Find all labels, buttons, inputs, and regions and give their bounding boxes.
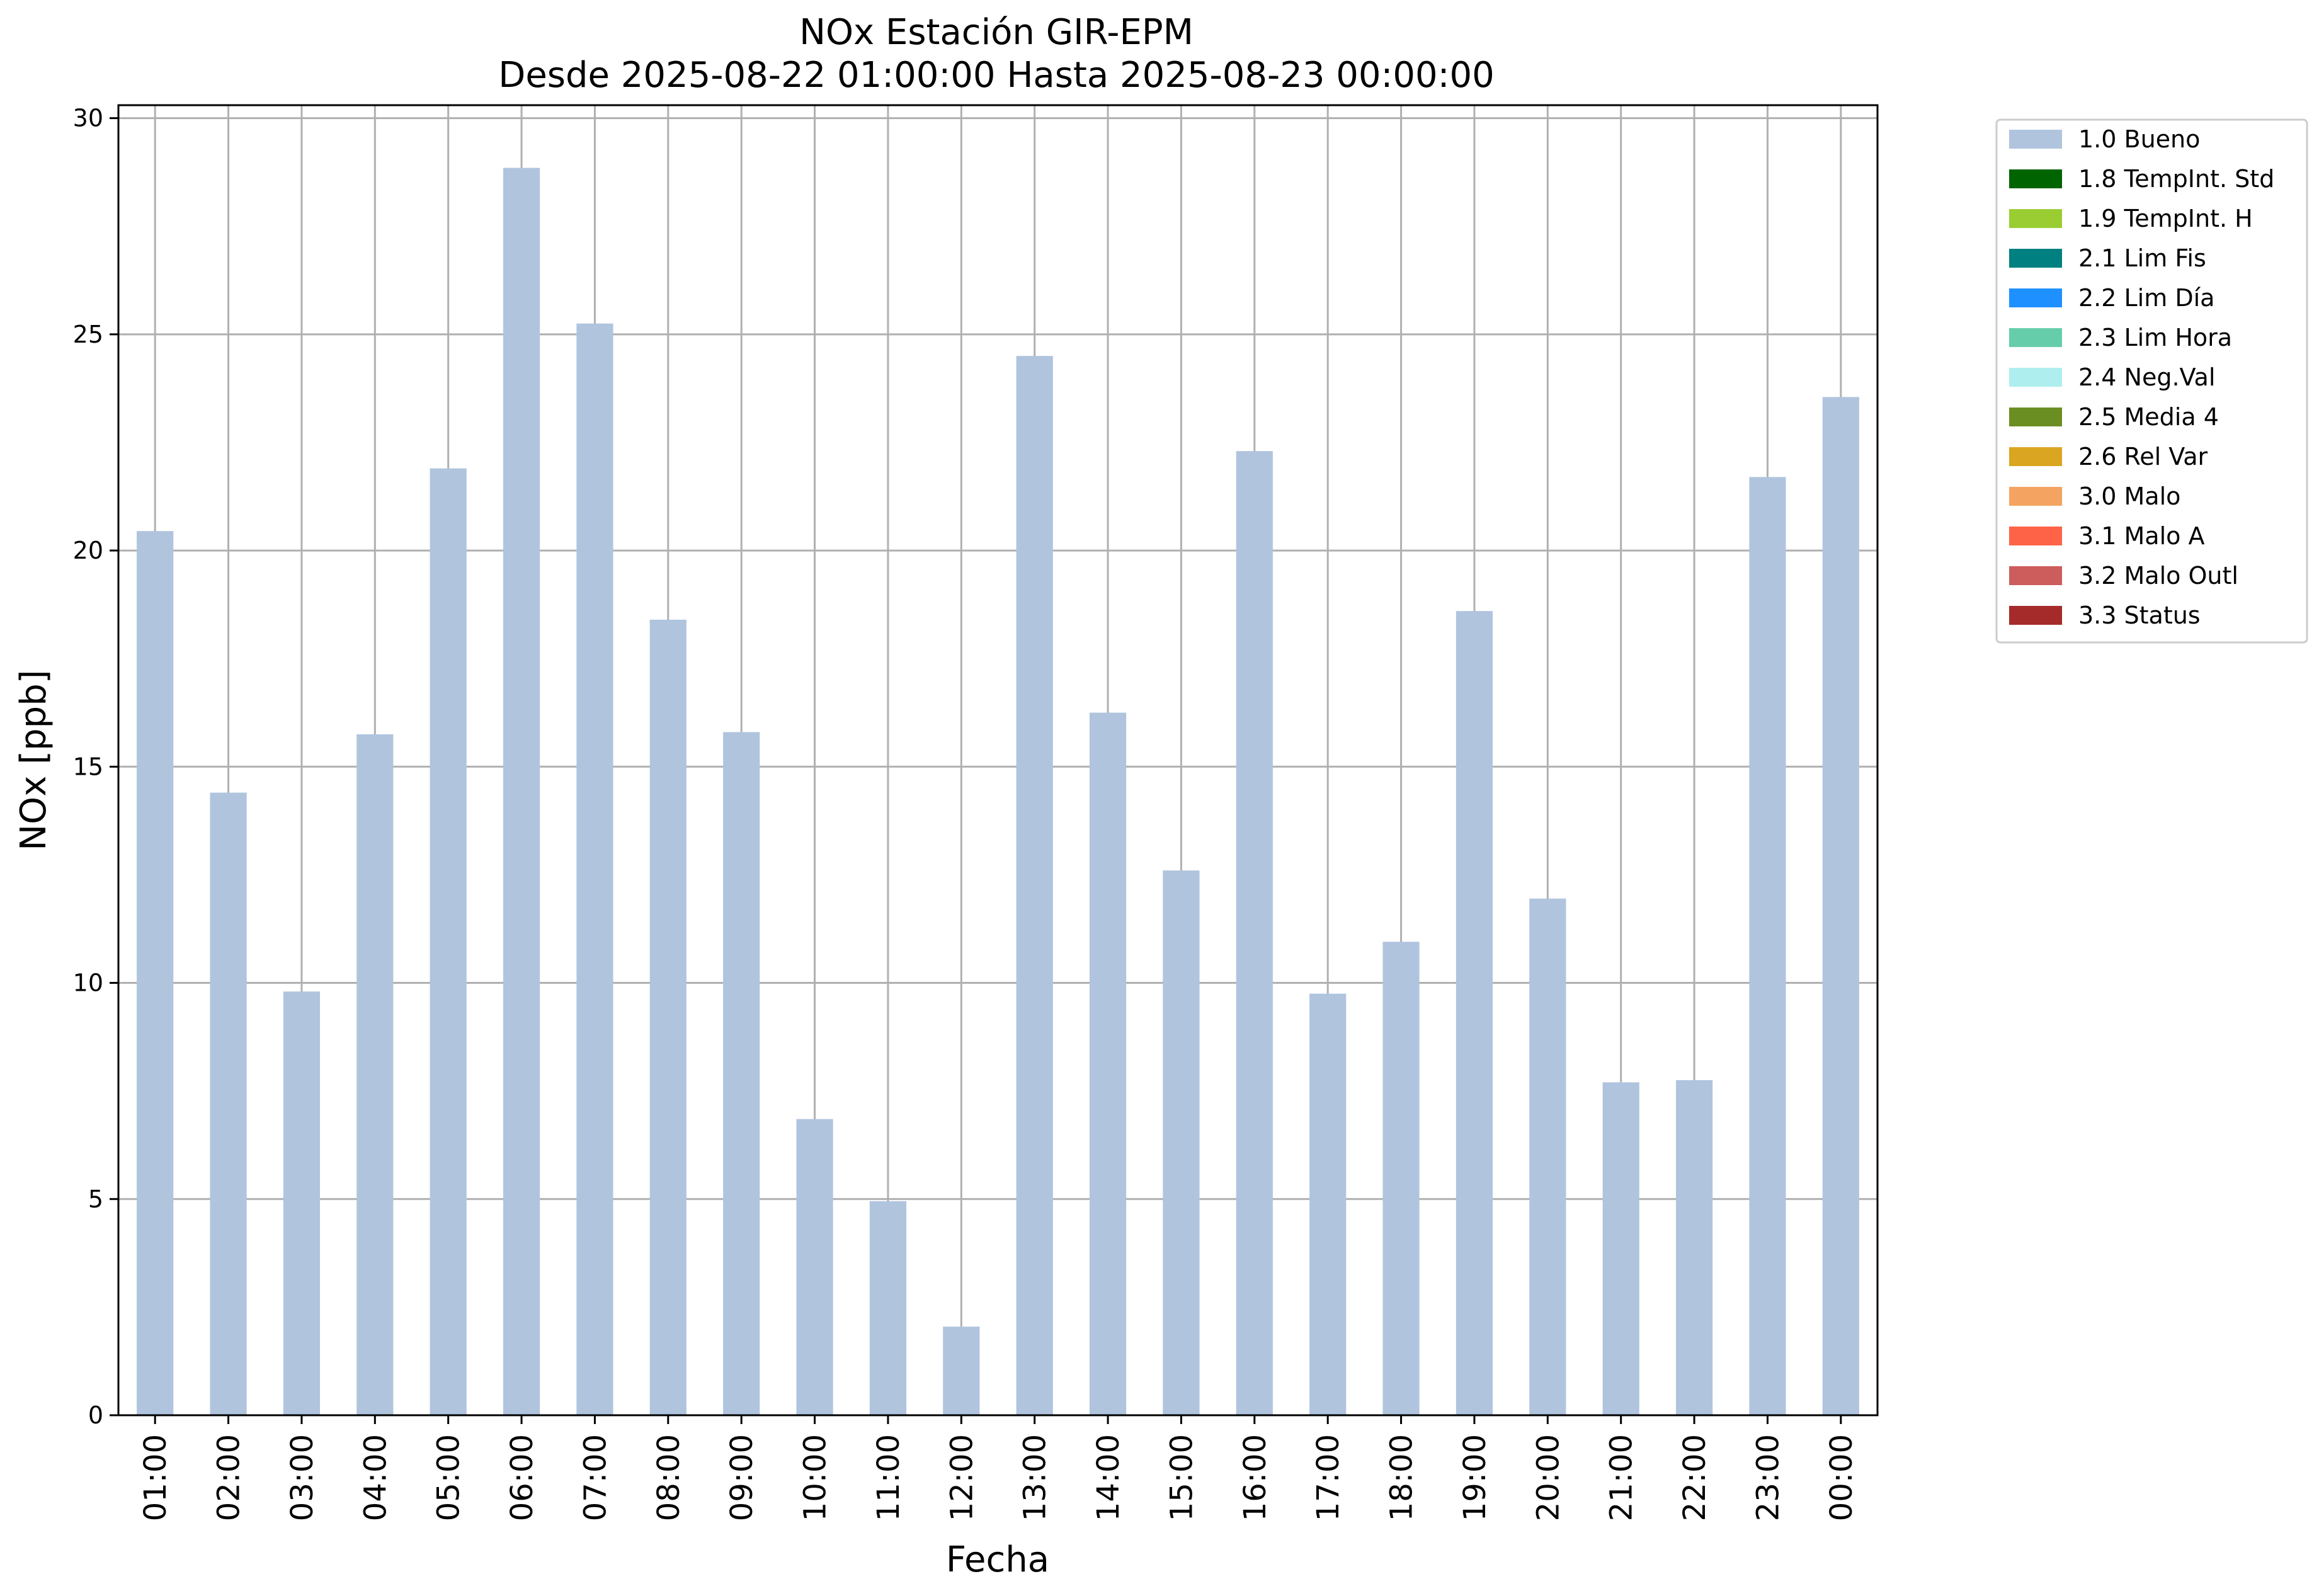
x-tick-label: 23:00 [1750, 1434, 1786, 1521]
legend: 1.0 Bueno 1.8 TempInt. Std 1.9 TempInt. H 2… [1995, 118, 2308, 644]
legend-swatch [2009, 368, 2062, 387]
x-tick-label: 02:00 [212, 1434, 247, 1521]
x-tick-label: 11:00 [871, 1434, 906, 1521]
legend-label: 3.3 Status [2078, 601, 2201, 629]
x-tick-label: 01:00 [138, 1434, 173, 1521]
x-tick-label: 20:00 [1530, 1434, 1566, 1521]
bar [430, 468, 467, 1415]
bar [1675, 1080, 1713, 1415]
bar [503, 168, 540, 1415]
bars [137, 168, 1859, 1415]
bar [137, 531, 174, 1415]
legend-label: 2.4 Neg.Val [2078, 363, 2215, 391]
y-tick-label: 10 [73, 969, 103, 997]
bar [1016, 356, 1053, 1415]
x-tick-label: 12:00 [944, 1434, 979, 1521]
bar [723, 732, 760, 1415]
bar [356, 734, 394, 1415]
legend-swatch [2009, 566, 2062, 585]
x-tick-label: 00:00 [1824, 1434, 1859, 1521]
x-tick-label: 08:00 [651, 1434, 687, 1521]
legend-swatch [2009, 447, 2062, 466]
x-axis-label: Fecha [946, 1539, 1049, 1580]
legend-label: 2.1 Lim Fis [2078, 244, 2206, 272]
plot-frame [117, 104, 1879, 1416]
legend-label: 3.2 Malo Outl [2078, 562, 2238, 590]
x-tick-label: 19:00 [1457, 1434, 1493, 1521]
y-tick-label: 20 [73, 537, 103, 564]
y-axis-label: NOx [ppb] [13, 670, 54, 850]
legend-swatch [2009, 606, 2062, 625]
x-tick-label: 21:00 [1604, 1434, 1639, 1521]
y-tick-label: 30 [73, 105, 103, 132]
legend-label: 1.0 Bueno [2078, 125, 2200, 153]
x-tick-label: 04:00 [358, 1434, 393, 1521]
legend-frame [1995, 118, 2308, 644]
bar [1382, 942, 1420, 1415]
x-tick-label: 03:00 [285, 1434, 320, 1521]
x-tick-label: 18:00 [1384, 1434, 1420, 1521]
bar [869, 1201, 907, 1415]
legend-swatch [2009, 487, 2062, 506]
legend-swatch [2009, 130, 2062, 149]
bar [1163, 870, 1200, 1415]
legend-swatch [2009, 288, 2062, 307]
chart-subtitle: Desde 2025-08-22 01:00:00 Hasta 2025-08-… [498, 55, 1495, 96]
x-tick-label: 10:00 [798, 1434, 833, 1521]
y-tick-label: 15 [73, 753, 103, 780]
bar [1089, 712, 1127, 1415]
legend-items: 1.0 Bueno 1.8 TempInt. Std 1.9 TempInt. H 2… [2009, 125, 2274, 629]
legend-swatch [2009, 527, 2062, 545]
legend-label: 3.0 Malo [2078, 482, 2180, 510]
legend-label: 1.8 TempInt. Std [2078, 165, 2274, 193]
bar [1529, 898, 1566, 1415]
legend-label: 1.9 TempInt. H [2078, 205, 2253, 232]
legend-label: 2.5 Media 4 [2078, 403, 2219, 431]
bar [576, 323, 613, 1415]
bar [1602, 1082, 1639, 1415]
bar [1236, 451, 1273, 1415]
bar [1822, 397, 1859, 1415]
y-axis-ticks: 0 5 10 15 20 25 30 [73, 105, 118, 1429]
x-tick-label: 22:00 [1677, 1434, 1712, 1521]
legend-label: 3.1 Malo A [2078, 522, 2204, 550]
bar [1749, 477, 1786, 1415]
bar [1456, 611, 1493, 1415]
chart-title: NOx Estación GIR-EPM [799, 12, 1194, 53]
bar [283, 991, 321, 1415]
bar [943, 1326, 980, 1415]
x-tick-label: 15:00 [1164, 1434, 1199, 1521]
legend-label: 2.2 Lim Día [2078, 284, 2214, 312]
bar [210, 792, 247, 1415]
legend-swatch [2009, 408, 2062, 426]
legend-swatch [2009, 209, 2062, 228]
y-tick-label: 0 [88, 1401, 103, 1429]
y-tick-label: 25 [73, 321, 103, 348]
x-tick-label: 16:00 [1238, 1434, 1273, 1521]
y-tick-label: 5 [88, 1185, 103, 1213]
x-tick-label: 14:00 [1091, 1434, 1126, 1521]
x-tick-label: 05:00 [431, 1434, 467, 1521]
x-axis-ticks: 01:00 02:00 03:00 04:00 05:00 06:00 07:00 08:00… [138, 1415, 1859, 1521]
x-tick-label: 13:00 [1018, 1434, 1053, 1521]
bar [1309, 993, 1347, 1415]
bar [649, 619, 687, 1415]
x-tick-label: 07:00 [578, 1434, 613, 1521]
legend-swatch [2009, 169, 2062, 188]
legend-label: 2.6 Rel Var [2078, 443, 2208, 470]
x-tick-label: 06:00 [504, 1434, 540, 1521]
legend-label: 2.3 Lim Hora [2078, 324, 2232, 351]
legend-swatch [2009, 328, 2062, 347]
x-tick-label: 09:00 [724, 1434, 760, 1521]
legend-swatch [2009, 249, 2062, 268]
bar [796, 1119, 833, 1415]
x-tick-label: 17:00 [1311, 1434, 1346, 1521]
